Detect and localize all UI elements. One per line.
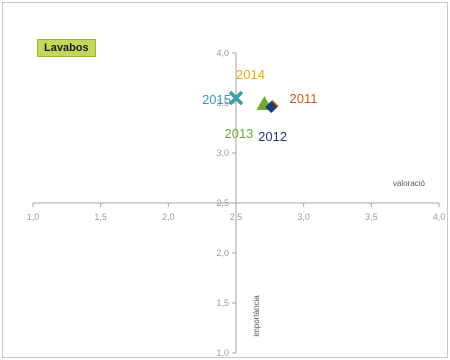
chart-title: Lavabos — [37, 39, 96, 57]
y-tick-label: 2,5 — [216, 198, 229, 208]
y-tick-label: 4,0 — [216, 48, 229, 58]
y-tick-label: 3,5 — [216, 98, 229, 108]
data-label-2014: 2014 — [236, 67, 265, 82]
x-tick-label: 3,0 — [297, 212, 310, 222]
y-tick-label: 2,0 — [216, 248, 229, 258]
data-label-2013: 2013 — [224, 126, 253, 141]
marker-2012 — [265, 101, 278, 113]
y-tick-label: 1,5 — [216, 298, 229, 308]
y-tick-label: 3,0 — [216, 148, 229, 158]
x-tick-label: 3,5 — [365, 212, 378, 222]
x-tick-label: 1,0 — [27, 212, 40, 222]
y-axis-title: importància — [252, 295, 261, 337]
data-label-2012: 2012 — [258, 129, 287, 144]
x-tick-label: 4,0 — [433, 212, 446, 222]
x-tick-label: 1,5 — [94, 212, 107, 222]
data-label-2015: 2015 — [202, 92, 231, 107]
data-label-2011: 2011 — [290, 91, 318, 106]
x-axis-title: valoració — [393, 179, 426, 188]
x-tick-label: 2,0 — [162, 212, 175, 222]
y-tick-label: 1,0 — [216, 348, 229, 358]
x-tick-label: 2,5 — [230, 212, 243, 222]
marker-2015 — [228, 90, 244, 106]
scatter-chart: 1,0 1,5 2,0 2,5 3,0 3,5 4,0 1,0 1,5 2,0 2,5 3,0 3,5 4… — [27, 48, 446, 358]
